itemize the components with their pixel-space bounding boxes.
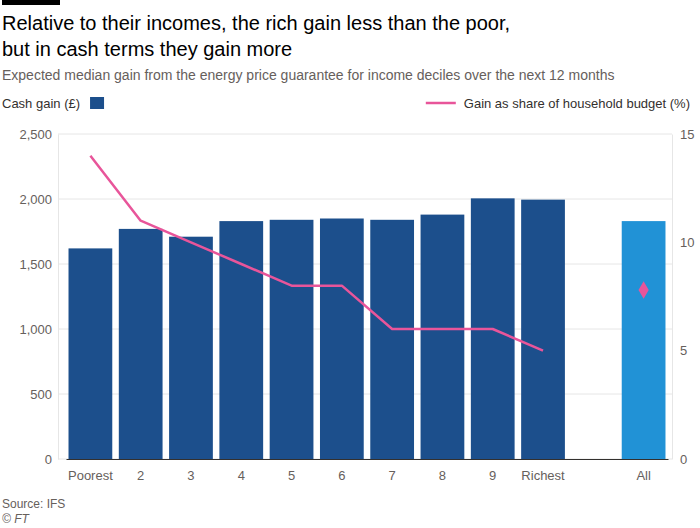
x-axis-line <box>67 459 669 460</box>
y-axis-line <box>58 135 59 460</box>
x-tick-label: Richest <box>521 468 565 483</box>
y-axis: 0 500 1,000 1,500 2,000 2,500 <box>19 127 58 467</box>
x-tick-label: All <box>636 468 651 483</box>
bar <box>521 200 565 459</box>
x-tick-label: 7 <box>389 468 396 483</box>
y2-tick-label: 10 <box>680 235 694 250</box>
subtitle: Expected median gain from the energy pri… <box>2 67 614 83</box>
legend-swatch <box>426 102 456 105</box>
y-tick: 2,000 <box>19 192 58 207</box>
x-tick-label: 2 <box>137 468 144 483</box>
y2-tick-label: 5 <box>680 343 687 358</box>
background <box>0 0 700 528</box>
y-tick-label: 0 <box>45 452 52 467</box>
x-tick-label: 4 <box>238 468 245 483</box>
x-tick-label: 9 <box>489 468 496 483</box>
y2-tick: 10 <box>672 235 694 250</box>
y-tick: 1,000 <box>19 322 58 337</box>
y2-axis: 0 5 10 15 <box>672 127 694 467</box>
bar <box>320 219 364 460</box>
x-tick: Richest <box>521 459 565 483</box>
x-axis: Poorest 2 3 4 5 6 7 8 9 Richest All <box>67 459 669 483</box>
y2-tick-label: 15 <box>680 127 694 142</box>
bar <box>169 237 213 459</box>
line <box>90 156 543 351</box>
y-tick-label: 2,000 <box>19 192 52 207</box>
bar <box>119 229 163 459</box>
marker <box>639 281 649 299</box>
y2-tick: 0 <box>672 452 687 467</box>
x-tick-label: 5 <box>288 468 295 483</box>
grid-line <box>58 199 672 200</box>
y2-tick: 15 <box>672 127 694 142</box>
x-tick: 3 <box>187 459 194 483</box>
x-tick: All <box>636 459 651 483</box>
legend: Cash gain (£) Gain as share of household … <box>2 96 690 111</box>
y2-tick-label: 0 <box>680 452 687 467</box>
title: but in cash terms they gain more <box>2 38 292 60</box>
y-tick-label: 1,500 <box>19 257 52 272</box>
x-tick-label: 8 <box>439 468 446 483</box>
legend-label: Cash gain (£) <box>2 96 80 111</box>
source: Source: IFS <box>2 497 65 511</box>
y2-tick: 5 <box>672 343 687 358</box>
x-tick: 2 <box>137 459 144 483</box>
y-tick: 0 <box>45 452 58 467</box>
credit: © FT <box>2 512 31 526</box>
x-tick-label: 3 <box>187 468 194 483</box>
bar <box>370 220 414 459</box>
x-tick: 5 <box>288 459 295 483</box>
grid <box>58 134 672 459</box>
chart-container: Relative to their incomes, the rich gain… <box>0 0 700 528</box>
x-tick: Poorest <box>68 459 113 483</box>
chart-svg: Relative to their incomes, the rich gain… <box>0 0 700 528</box>
y2-axis-line <box>672 135 673 460</box>
bar <box>270 220 314 459</box>
plot-marks <box>69 156 666 459</box>
x-tick: 8 <box>439 459 446 483</box>
x-tick-label: Poorest <box>68 468 113 483</box>
legend-label: Gain as share of household budget (%) <box>464 96 690 111</box>
y-tick: 500 <box>30 387 58 402</box>
x-tick: 6 <box>338 459 345 483</box>
y-tick-label: 1,000 <box>19 322 52 337</box>
bar <box>622 221 666 459</box>
y-tick-label: 2,500 <box>19 127 52 142</box>
bar <box>69 248 113 459</box>
x-tick-label: 6 <box>338 468 345 483</box>
bar <box>421 215 465 459</box>
x-tick: 7 <box>389 459 396 483</box>
brand-bar <box>2 0 60 5</box>
x-tick: 9 <box>489 459 496 483</box>
grid-line <box>58 134 672 135</box>
title: Relative to their incomes, the rich gain… <box>2 12 510 34</box>
legend-swatch <box>90 97 104 109</box>
y-tick: 2,500 <box>19 127 58 142</box>
x-tick: 4 <box>238 459 245 483</box>
y-tick-label: 500 <box>30 387 52 402</box>
y-tick: 1,500 <box>19 257 58 272</box>
